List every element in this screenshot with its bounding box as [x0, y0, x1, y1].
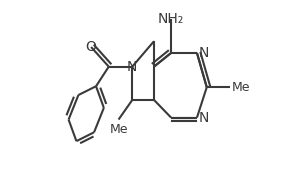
Text: Me: Me — [232, 81, 251, 94]
Text: Me: Me — [109, 123, 128, 136]
Text: N: N — [199, 111, 209, 125]
Text: NH₂: NH₂ — [158, 12, 184, 26]
Text: N: N — [127, 60, 138, 74]
Text: O: O — [86, 40, 97, 54]
Text: N: N — [199, 46, 209, 60]
